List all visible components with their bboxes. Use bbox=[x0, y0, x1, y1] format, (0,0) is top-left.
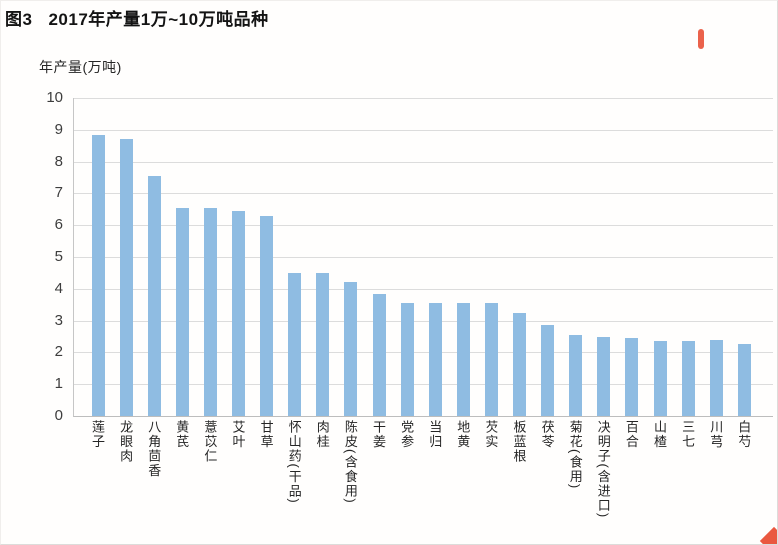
y-tick-label: 0 bbox=[54, 407, 63, 424]
x-category-label: 八角茴香 bbox=[146, 420, 162, 478]
bar bbox=[653, 341, 667, 416]
gridline bbox=[74, 288, 773, 290]
bar bbox=[625, 338, 639, 416]
x-category-label: 决明子(含进口) bbox=[595, 420, 611, 519]
bar bbox=[400, 303, 414, 416]
gridline bbox=[74, 193, 773, 195]
x-category-label: 菊花(食用) bbox=[567, 420, 583, 490]
x-category-label: 党参 bbox=[399, 420, 415, 449]
x-category-label: 当归 bbox=[427, 420, 443, 449]
y-tick-label: 6 bbox=[54, 216, 63, 234]
y-tick-label: 5 bbox=[54, 248, 63, 265]
x-category-label: 莲子 bbox=[90, 420, 105, 449]
gridline bbox=[74, 352, 773, 354]
plot-area bbox=[73, 98, 773, 417]
bar bbox=[119, 139, 133, 416]
watermark-artifact-top-right bbox=[698, 29, 704, 49]
x-category-label: 干姜 bbox=[371, 420, 386, 449]
y-axis-title: 年产量(万吨) bbox=[39, 59, 122, 75]
x-category-label: 白芍 bbox=[736, 420, 752, 449]
x-category-label: 陈皮(含食用) bbox=[342, 420, 358, 505]
y-axis-tick-labels: 0 1 2 3 4 5 6 7 8 9 10 bbox=[1, 89, 63, 424]
bar bbox=[288, 272, 302, 416]
bar bbox=[541, 325, 555, 416]
gridline bbox=[74, 225, 773, 227]
bar bbox=[147, 175, 161, 416]
bar bbox=[569, 334, 583, 416]
chart-title: 图3 2017年产量1万~10万吨品种 bbox=[5, 5, 269, 30]
x-category-label: 山楂 bbox=[652, 420, 667, 449]
x-category-label: 芡实 bbox=[483, 420, 499, 449]
bar bbox=[372, 293, 386, 416]
gridline bbox=[74, 129, 773, 131]
x-category-label: 黄芪 bbox=[174, 420, 190, 449]
bar bbox=[709, 339, 723, 416]
x-category-label: 三七 bbox=[680, 420, 696, 449]
chart-title-text: 2017年产量1万~10万吨品种 bbox=[48, 10, 269, 29]
gridline bbox=[74, 384, 773, 386]
y-tick-label: 2 bbox=[54, 343, 63, 361]
figure-label: 图3 bbox=[5, 10, 33, 29]
x-category-label: 艾叶 bbox=[230, 420, 246, 449]
bar bbox=[260, 215, 274, 416]
bar bbox=[428, 303, 442, 416]
x-category-label: 薏苡仁 bbox=[202, 420, 218, 464]
bar bbox=[737, 344, 751, 416]
x-category-label: 板蓝根 bbox=[511, 420, 527, 464]
y-tick-label: 10 bbox=[46, 89, 63, 106]
bar bbox=[513, 312, 526, 416]
x-category-label: 地黄 bbox=[455, 420, 471, 449]
y-tick-label: 3 bbox=[54, 311, 63, 329]
bar bbox=[203, 207, 217, 416]
y-tick-label: 4 bbox=[54, 279, 63, 297]
gridline bbox=[74, 320, 773, 322]
bar bbox=[91, 134, 105, 416]
bar bbox=[597, 336, 611, 416]
y-tick-label: 7 bbox=[54, 184, 63, 202]
bar bbox=[316, 272, 330, 416]
y-tick-label: 9 bbox=[54, 120, 63, 138]
bar bbox=[344, 282, 358, 416]
x-category-label: 百合 bbox=[623, 420, 639, 449]
y-tick-label: 1 bbox=[54, 375, 63, 393]
y-tick-label: 8 bbox=[54, 152, 63, 170]
gridline bbox=[74, 257, 773, 258]
bar bbox=[484, 303, 498, 416]
bar bbox=[456, 303, 470, 416]
x-category-label: 川芎 bbox=[708, 420, 724, 449]
x-category-label: 甘草 bbox=[258, 420, 274, 449]
x-category-label: 茯苓 bbox=[539, 420, 555, 449]
x-category-label: 龙眼肉 bbox=[118, 420, 134, 464]
x-axis-category-labels: 莲子 龙眼肉 八角茴香 黄芪 薏苡仁 艾叶 甘草 怀山药(干品) 肉桂 陈皮(含食用) 干姜 党参 当归… bbox=[73, 420, 772, 544]
x-category-label: 肉桂 bbox=[314, 420, 330, 449]
bar bbox=[232, 210, 245, 416]
x-category-label: 怀山药(干品) bbox=[286, 420, 302, 505]
gridline bbox=[74, 98, 773, 99]
bar bbox=[681, 341, 695, 416]
bar bbox=[175, 207, 189, 416]
gridline bbox=[74, 161, 773, 163]
